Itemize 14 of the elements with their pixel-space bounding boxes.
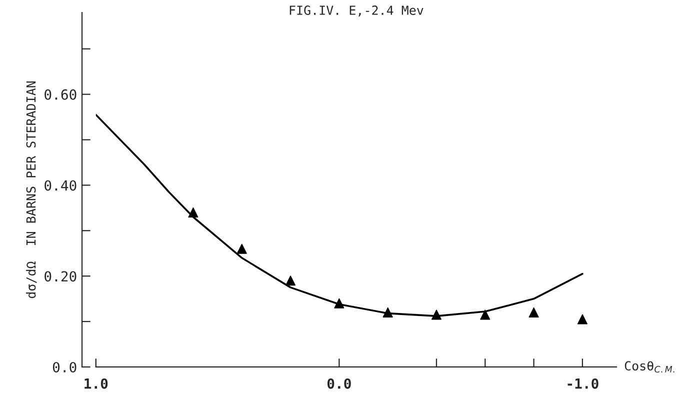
point	[285, 276, 296, 286]
y-tick-label: 0.0	[52, 362, 76, 372]
point	[577, 314, 588, 324]
x-tick-label: -1.0	[568, 378, 598, 389]
y-axis-title: dσ/dΩ IN BARNS PER STERADIAN	[26, 81, 37, 298]
x-tick-label: 0.0	[327, 378, 351, 389]
x-axis-title: Cosθ$_{C.M.}$	[624, 361, 674, 373]
y-tick-label: 0.20	[44, 271, 76, 282]
point	[236, 244, 247, 254]
y-tick-label: 0.40	[44, 180, 76, 191]
x-tick-label: 1.0	[84, 378, 108, 389]
point	[528, 307, 539, 318]
y-tick-label: 0.60	[44, 89, 76, 100]
chart-title: FIG.IV. E,-2.4 Mev	[290, 6, 424, 17]
